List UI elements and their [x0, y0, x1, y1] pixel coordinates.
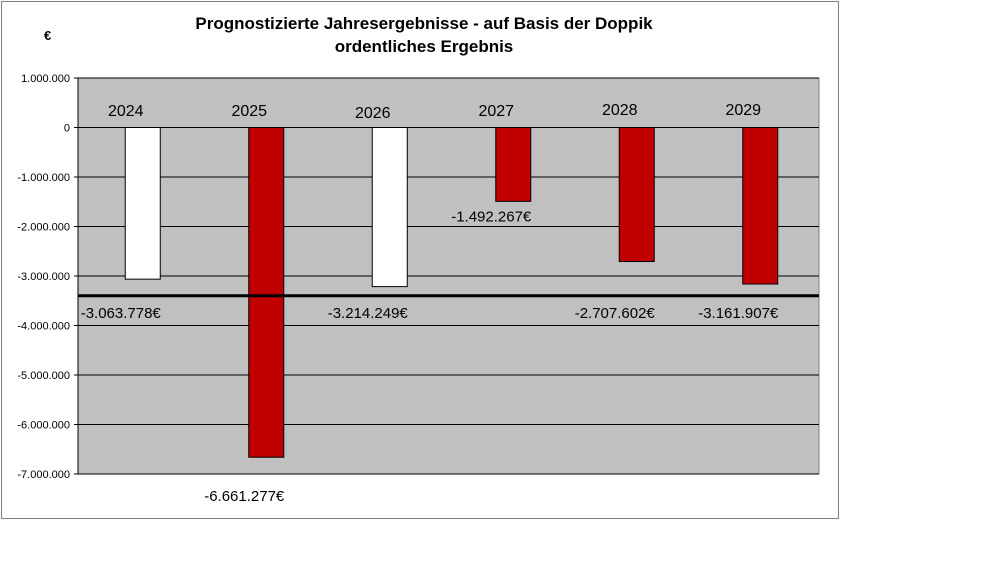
bar	[124, 127, 161, 280]
chart-subtitle: ordentliches Ergebnis	[335, 37, 514, 56]
y-tick-label: -2.000.000	[17, 222, 70, 234]
bar	[495, 127, 532, 202]
y-tick-label: -3.000.000	[17, 271, 70, 283]
chart-title: Prognostizierte Jahresergebnisse - auf B…	[195, 14, 653, 33]
data-label: -3.063.778€	[81, 305, 162, 322]
y-tick-label: -6.000.000	[17, 420, 70, 432]
category-label: 2026	[355, 105, 391, 122]
data-label: -6.661.277€	[204, 488, 285, 505]
y-tick-label: -1.000.000	[17, 172, 70, 184]
data-label: -3.214.249€	[328, 305, 409, 322]
data-label: -2.707.602€	[575, 305, 656, 322]
category-label: 2025	[231, 103, 267, 120]
bar	[248, 127, 285, 458]
y-tick-label: -7.000.000	[17, 469, 70, 481]
category-label: 2027	[478, 103, 514, 120]
plot-area: 1.000.000 0 -1.000.000 -2.000.000 -3.000.000…	[17, 73, 820, 505]
y-tick-label: -4.000.000	[17, 321, 70, 333]
y-unit-label: €	[44, 28, 51, 43]
y-tick-label: 0	[64, 123, 70, 135]
data-label: -1.492.267€	[451, 208, 532, 225]
category-label: 2029	[725, 102, 761, 119]
y-tick-label: 1.000.000	[21, 73, 70, 85]
category-label: 2028	[602, 102, 638, 119]
bar	[742, 127, 779, 285]
data-label: -3.161.907€	[698, 305, 779, 322]
category-label: 2024	[108, 103, 144, 120]
bar	[371, 127, 408, 288]
bar	[618, 127, 655, 263]
y-tick-label: -5.000.000	[17, 370, 70, 382]
